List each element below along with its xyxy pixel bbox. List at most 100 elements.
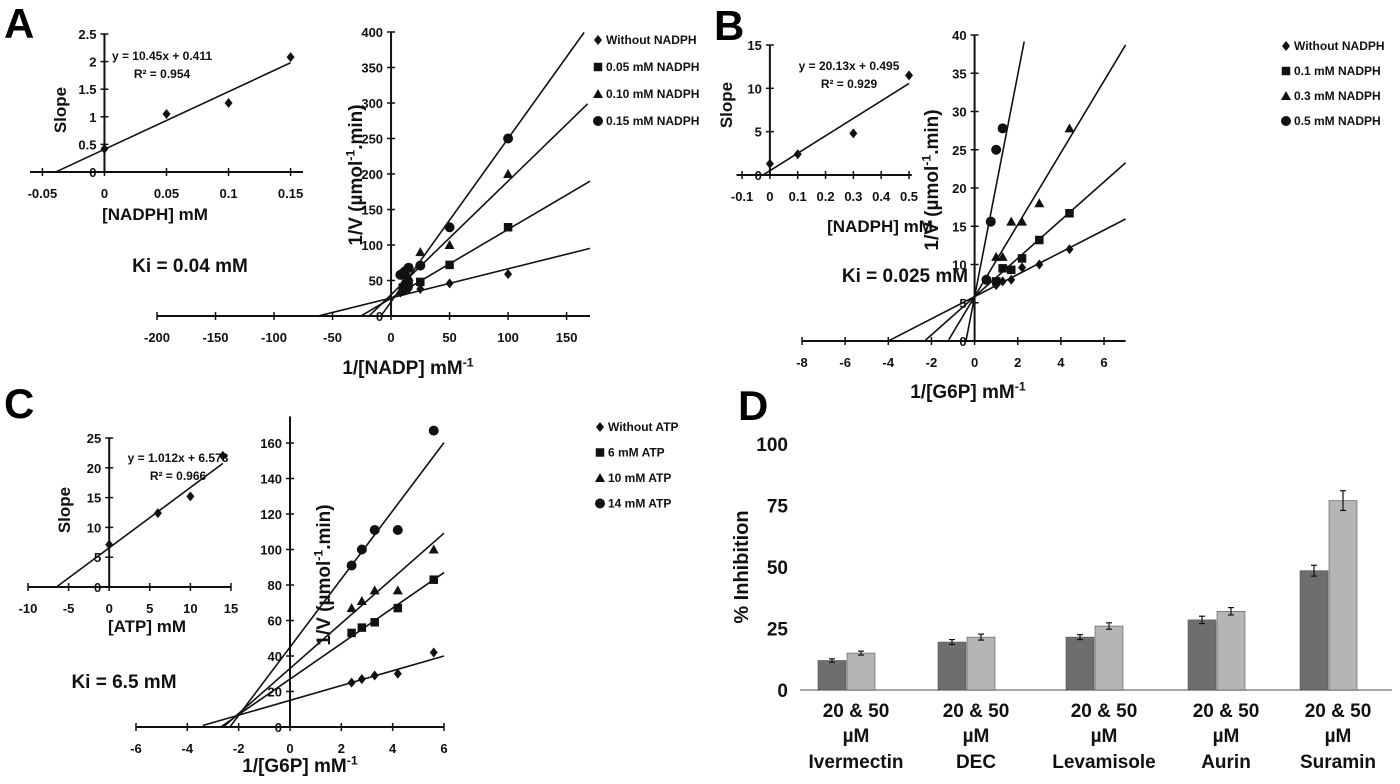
legend-marker-triangle bbox=[593, 89, 603, 98]
y-tick-label: 20 bbox=[87, 461, 101, 476]
data-point-triangle bbox=[991, 251, 1002, 261]
x-axis-title: [ATP] mM bbox=[108, 617, 186, 636]
category-unit-label: µM bbox=[1325, 726, 1352, 747]
data-point-diamond bbox=[416, 284, 425, 295]
bar-50uM bbox=[966, 636, 996, 691]
y-axis-title-superscript: -1 bbox=[919, 155, 933, 166]
x-tick-label: -4 bbox=[182, 741, 194, 756]
data-point-square bbox=[503, 223, 513, 232]
data-point-diamond bbox=[347, 677, 356, 688]
x-tick-label: 0.1 bbox=[220, 186, 238, 201]
x-tick-label: 15 bbox=[224, 601, 238, 616]
y-axis-title-text: 1/V (µmol bbox=[922, 166, 943, 251]
data-point-circle bbox=[392, 524, 403, 535]
y-tick-label: 0.5 bbox=[78, 137, 96, 152]
ki-value: Ki = 0.025 mM bbox=[842, 266, 968, 287]
bar-50uM bbox=[1216, 610, 1246, 691]
bar-20uM bbox=[1065, 636, 1095, 691]
y-axis-title-text: 1/V (µmol bbox=[314, 561, 335, 646]
data-point-triangle bbox=[415, 247, 426, 257]
x-axis-title-text: 1/[NADP] mM bbox=[342, 358, 462, 379]
data-point-square bbox=[429, 575, 438, 584]
data-point-circle bbox=[403, 262, 414, 273]
y-axis-title: % Inhibition bbox=[731, 510, 753, 623]
data-point-circle bbox=[981, 274, 992, 285]
data-point-diamond bbox=[100, 143, 109, 154]
x-axis-title-text: 1/[G6P] mM bbox=[242, 756, 347, 777]
y-tick-label: 15 bbox=[747, 38, 761, 53]
data-point-triangle bbox=[444, 240, 455, 249]
y-axis-title-text: Slope bbox=[717, 82, 736, 128]
y-axis-title: Slope bbox=[55, 487, 74, 533]
data-point-circle bbox=[346, 560, 357, 571]
data-point-diamond bbox=[218, 450, 227, 461]
data-point-diamond bbox=[1065, 244, 1074, 255]
x-tick-label: 0 bbox=[387, 330, 394, 345]
regression-equation: y = 20.13x + 0.495 bbox=[799, 59, 900, 73]
x-tick-label: 0 bbox=[971, 355, 978, 370]
y-tick-label: 0 bbox=[959, 334, 966, 349]
x-tick-label: 0.2 bbox=[817, 189, 835, 204]
y-tick-label: 10 bbox=[747, 81, 761, 96]
legend-marker-circle bbox=[1281, 116, 1291, 126]
x-tick-label: 6 bbox=[1100, 355, 1107, 370]
fit-line bbox=[222, 532, 445, 728]
y-axis-title-superscript: -1 bbox=[311, 550, 325, 561]
data-point-square bbox=[998, 264, 1007, 273]
x-tick-label: -2 bbox=[926, 355, 938, 370]
x-axis-title-superscript: -1 bbox=[347, 753, 358, 767]
data-point-diamond bbox=[162, 109, 171, 120]
y-tick-label: 0 bbox=[94, 580, 101, 595]
x-tick-label: 0.5 bbox=[900, 189, 918, 204]
y-tick-label: 140 bbox=[260, 472, 282, 487]
y-axis-title-text: 1/V (µmol bbox=[346, 161, 367, 246]
legend-marker-circle bbox=[593, 116, 603, 126]
category-unit-label: µM bbox=[1213, 726, 1240, 747]
data-point-diamond bbox=[153, 508, 162, 519]
category-dose-label: 20 & 50 bbox=[1193, 701, 1260, 722]
x-tick-label: -0.1 bbox=[731, 189, 753, 204]
x-tick-label: -150 bbox=[202, 330, 228, 345]
y-tick-label: 250 bbox=[361, 132, 383, 147]
x-tick-label: -8 bbox=[796, 355, 808, 370]
data-point-square bbox=[370, 618, 379, 627]
data-point-diamond bbox=[224, 98, 233, 108]
y-tick-label: 120 bbox=[260, 507, 282, 522]
data-point-triangle bbox=[392, 585, 403, 595]
y-tick-label: 2 bbox=[89, 55, 96, 70]
fit-line bbox=[229, 442, 445, 728]
fit-line bbox=[380, 31, 585, 317]
category-name-label: Levamisole bbox=[1052, 752, 1156, 773]
legend-marker-square bbox=[593, 62, 603, 72]
x-tick-label: 0.4 bbox=[872, 189, 891, 204]
data-point-square bbox=[1017, 254, 1027, 263]
legend-marker-diamond bbox=[596, 422, 604, 432]
data-point-diamond bbox=[186, 491, 195, 502]
x-tick-label: 0.15 bbox=[278, 186, 303, 201]
data-point-square bbox=[1065, 208, 1074, 218]
category-name-label: Aurin bbox=[1201, 752, 1251, 773]
x-tick-label: -2 bbox=[233, 741, 245, 756]
x-tick-label: -4 bbox=[883, 355, 895, 370]
y-tick-label: 150 bbox=[361, 203, 383, 218]
legend-label: 6 mM ATP bbox=[608, 446, 665, 460]
category-dose-label: 20 & 50 bbox=[1071, 701, 1138, 722]
y-tick-label: 50 bbox=[767, 558, 788, 579]
y-tick-label: 300 bbox=[361, 96, 383, 111]
data-point-square bbox=[1007, 265, 1016, 275]
bar-20uM bbox=[1187, 619, 1217, 691]
y-axis-title-suffix: .min) bbox=[346, 104, 367, 149]
y-tick-label: 10 bbox=[87, 520, 101, 535]
y-tick-label: 15 bbox=[87, 491, 101, 506]
x-tick-label: 0.1 bbox=[789, 189, 807, 204]
x-tick-label: -5 bbox=[63, 601, 75, 616]
y-tick-label: 30 bbox=[952, 105, 966, 120]
x-axis-title-text: [ATP] mM bbox=[108, 617, 186, 636]
data-point-circle bbox=[503, 133, 514, 144]
category-dose-label: 20 & 50 bbox=[943, 701, 1010, 722]
y-axis-title: 1/V (µmol-1.min) bbox=[311, 504, 335, 645]
y-tick-label: 0 bbox=[777, 681, 788, 702]
legend-label: Without ATP bbox=[608, 420, 679, 434]
legend-label: 0.5 mM NADPH bbox=[1294, 114, 1381, 128]
